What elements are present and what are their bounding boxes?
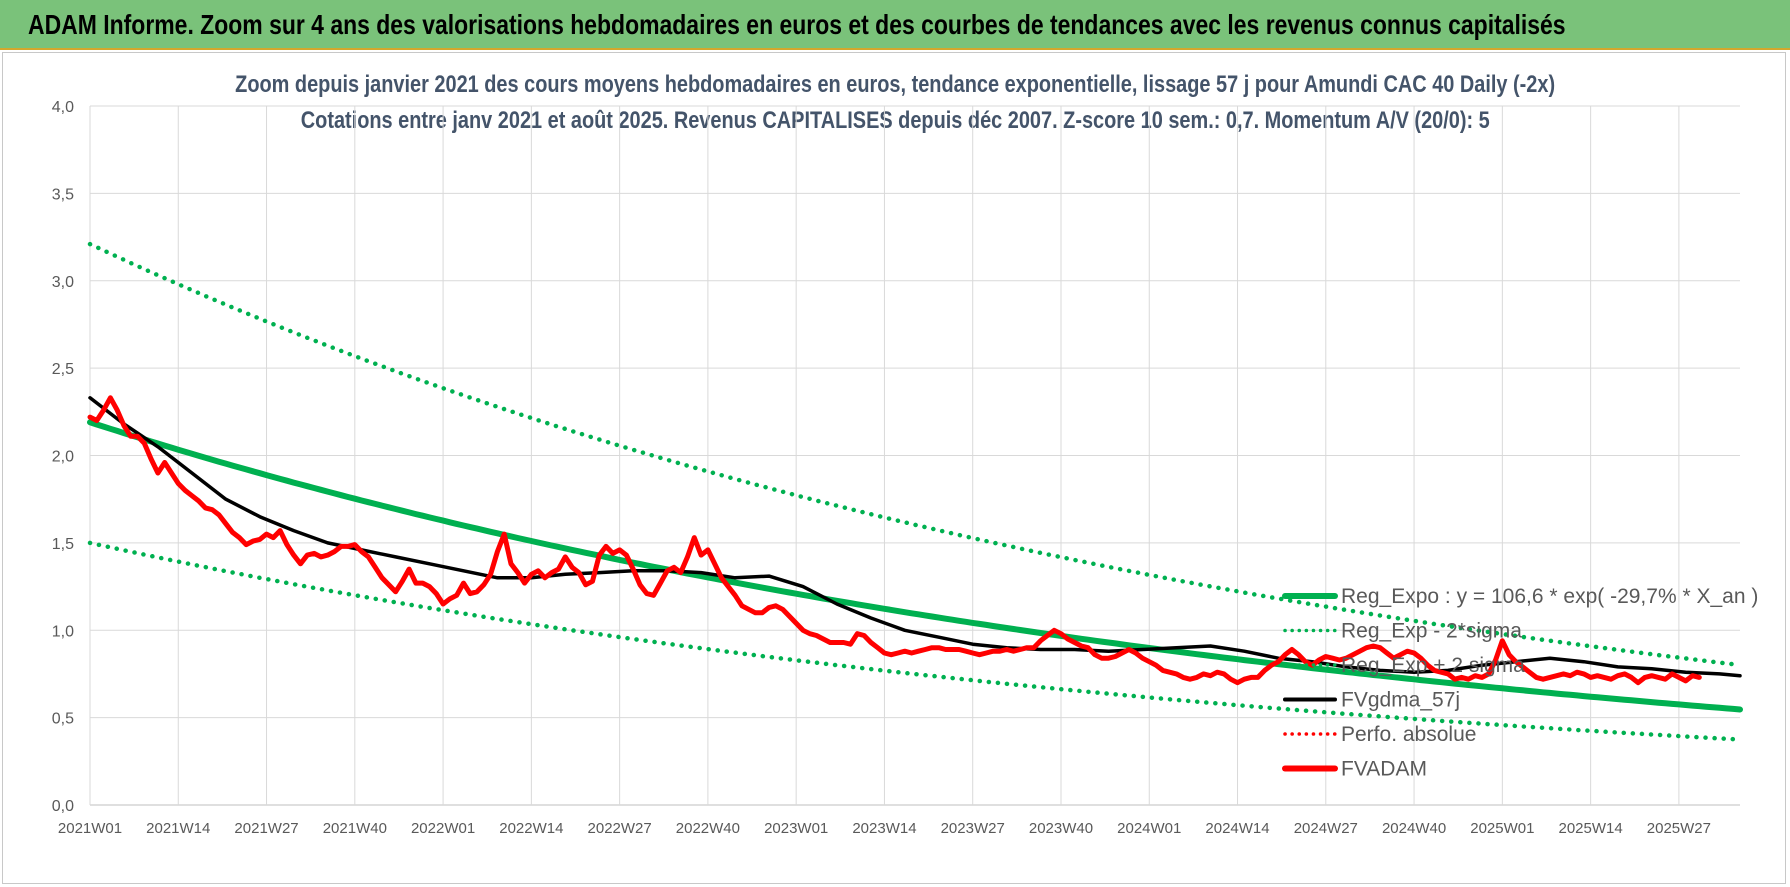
chart-frame bbox=[2, 52, 1786, 884]
x-tick-label: 2023W01 bbox=[764, 820, 828, 837]
y-tick-label: 2,0 bbox=[52, 449, 74, 466]
legend-label: FVADAM bbox=[1341, 758, 1427, 781]
x-tick-label: 2023W27 bbox=[941, 820, 1005, 837]
x-tick-label: 2022W14 bbox=[499, 820, 563, 837]
y-tick-label: 0,5 bbox=[52, 711, 74, 728]
y-tick-label: 3,0 bbox=[52, 274, 74, 291]
title-banner: ADAM Informe. Zoom sur 4 ans des valoris… bbox=[0, 0, 1790, 50]
y-tick-label: 0,0 bbox=[52, 798, 74, 815]
chart-title: Zoom depuis janvier 2021 des cours moyen… bbox=[0, 71, 1790, 99]
series-line-2 bbox=[87, 241, 1743, 668]
y-tick-label: 2,5 bbox=[52, 361, 74, 378]
x-tick-label: 2022W01 bbox=[411, 820, 475, 837]
x-tick-label: 2024W27 bbox=[1294, 820, 1358, 837]
series-line-0 bbox=[87, 419, 1743, 713]
x-tick-label: 2023W14 bbox=[852, 820, 916, 837]
banner-title: ADAM Informe. Zoom sur 4 ans des valoris… bbox=[28, 9, 1566, 40]
legend-label: Reg_Exp - 2*sigma bbox=[1341, 620, 1522, 643]
chart-subtitle: Cotations entre janv 2021 et août 2025. … bbox=[0, 107, 1790, 135]
y-tick-label: 1,5 bbox=[52, 536, 74, 553]
x-tick-label: 2021W40 bbox=[323, 820, 387, 837]
series-line-5 bbox=[87, 395, 1702, 686]
series-line-1 bbox=[87, 540, 1743, 742]
legend-label: FVgdma_57j bbox=[1341, 689, 1460, 712]
x-tick-label: 2022W40 bbox=[676, 820, 740, 837]
y-tick-label: 1,0 bbox=[52, 623, 74, 640]
x-tick-label: 2021W14 bbox=[146, 820, 210, 837]
x-tick-label: 2024W40 bbox=[1382, 820, 1446, 837]
y-tick-label: 4,0 bbox=[52, 99, 74, 116]
x-tick-label: 2025W14 bbox=[1559, 820, 1623, 837]
x-tick-label: 2025W01 bbox=[1470, 820, 1534, 837]
x-tick-label: 2022W27 bbox=[588, 820, 652, 837]
x-tick-label: 2025W27 bbox=[1647, 820, 1711, 837]
legend-label: Reg_Expo : y = 106,6 * exp( -29,7% * X_a… bbox=[1341, 585, 1758, 608]
x-tick-label: 2024W01 bbox=[1117, 820, 1181, 837]
legend-label: Perfo. absolue bbox=[1341, 723, 1476, 746]
y-tick-label: 3,5 bbox=[52, 186, 74, 203]
chart-subtitle-text: Cotations entre janv 2021 et août 2025. … bbox=[300, 107, 1490, 134]
legend-label: Reg_Exp + 2 sigma bbox=[1341, 654, 1525, 677]
x-tick-label: 2021W01 bbox=[58, 820, 122, 837]
x-tick-label: 2021W27 bbox=[234, 820, 298, 837]
chart-title-text: Zoom depuis janvier 2021 des cours moyen… bbox=[235, 71, 1555, 98]
x-tick-label: 2024W14 bbox=[1205, 820, 1269, 837]
series-line-3 bbox=[88, 396, 1742, 678]
x-tick-label: 2023W40 bbox=[1029, 820, 1093, 837]
